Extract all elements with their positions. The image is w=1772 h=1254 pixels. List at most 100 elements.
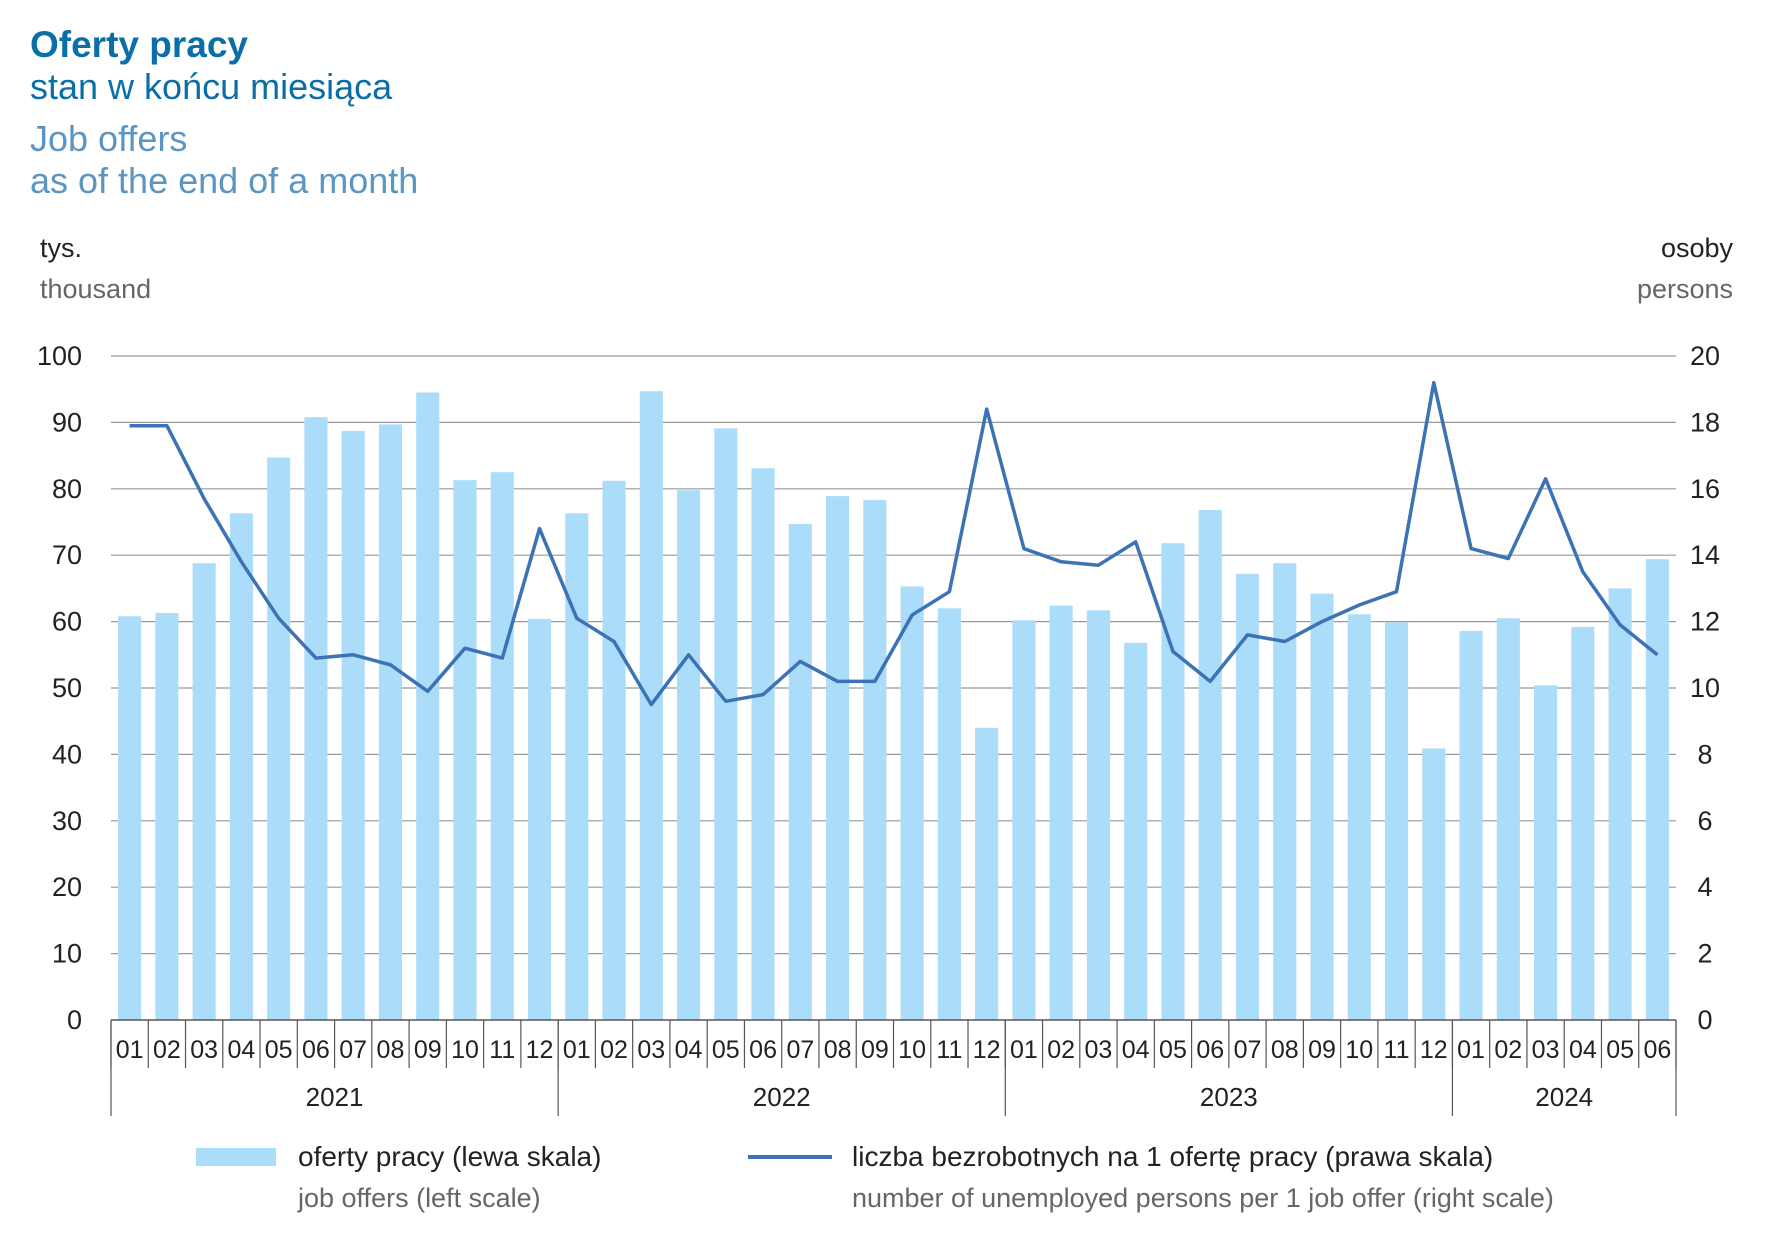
bar: [1459, 630, 1483, 1020]
month-label: 04: [675, 1036, 703, 1064]
bar: [229, 513, 253, 1020]
bar: [602, 480, 626, 1020]
bar: [192, 563, 216, 1020]
left-tick-label: 20: [52, 872, 82, 902]
right-tick-label: 0: [1697, 1005, 1712, 1035]
gridlines: [111, 355, 1676, 955]
legend-bar-label-en: job offers (left scale): [297, 1183, 541, 1213]
chart-title: Oferty pracy: [30, 24, 248, 65]
bar: [1384, 622, 1409, 1020]
year-label: 2021: [306, 1082, 364, 1112]
bar: [304, 417, 328, 1020]
left-axis-unit: tys.: [40, 233, 82, 263]
left-tick-label: 90: [52, 407, 82, 437]
legend-bar-label: oferty pracy (lewa skala): [298, 1141, 601, 1172]
year-label: 2023: [1200, 1082, 1258, 1112]
month-label: 07: [786, 1036, 814, 1064]
bar: [975, 727, 999, 1020]
month-label: 07: [1234, 1036, 1262, 1064]
bar: [1310, 593, 1334, 1020]
bar: [1273, 563, 1297, 1020]
month-label: 01: [1010, 1036, 1038, 1064]
bar: [267, 457, 291, 1020]
legend-line-label-en: number of unemployed persons per 1 job o…: [852, 1183, 1554, 1213]
right-tick-label: 4: [1697, 872, 1712, 902]
bar: [155, 612, 179, 1020]
month-label: 05: [1159, 1036, 1187, 1064]
month-label: 01: [563, 1036, 591, 1064]
month-label: 02: [153, 1036, 181, 1064]
month-label: 10: [451, 1036, 479, 1064]
month-label: 09: [414, 1036, 442, 1064]
legend: oferty pracy (lewa skala) job offers (le…: [196, 1141, 1554, 1213]
month-label: 06: [749, 1036, 777, 1064]
chart-subtitle-en: as of the end of a month: [30, 160, 419, 201]
month-label: 05: [1606, 1036, 1634, 1064]
bar: [1645, 559, 1669, 1020]
month-label: 06: [1643, 1036, 1671, 1064]
year-label: 2024: [1535, 1082, 1593, 1112]
month-label: 12: [1420, 1036, 1448, 1064]
bar: [565, 513, 589, 1020]
month-label: 06: [1196, 1036, 1224, 1064]
month-label: 09: [1308, 1036, 1336, 1064]
month-label: 03: [1532, 1036, 1560, 1064]
bar: [416, 392, 440, 1020]
month-label: 11: [489, 1036, 515, 1064]
left-tick-label: 30: [52, 806, 82, 836]
month-label: 12: [526, 1036, 554, 1064]
right-tick-label: 8: [1697, 739, 1712, 769]
bar: [378, 424, 403, 1021]
bar: [751, 468, 775, 1020]
bar: [1571, 626, 1595, 1020]
month-label: 07: [339, 1036, 367, 1064]
legend-line-label: liczba bezrobotnych na 1 ofertę pracy (p…: [852, 1141, 1493, 1172]
year-label: 2022: [753, 1082, 811, 1112]
month-label: 10: [898, 1036, 926, 1064]
bar: [1235, 573, 1260, 1020]
left-tick-label: 0: [67, 1005, 82, 1035]
month-label: 06: [302, 1036, 330, 1064]
right-tick-label: 18: [1690, 407, 1720, 437]
left-tick-label: 80: [52, 474, 82, 504]
bar: [1347, 614, 1371, 1020]
bar: [714, 428, 738, 1021]
line-series: [129, 380, 1659, 707]
month-label: 02: [1494, 1036, 1522, 1064]
right-tick-label: 20: [1690, 341, 1720, 371]
month-label: 04: [228, 1036, 256, 1064]
bar: [1012, 620, 1036, 1020]
month-label: 03: [637, 1036, 665, 1064]
bar-series: [118, 391, 1669, 1021]
month-label: 08: [1271, 1036, 1299, 1064]
month-label: 01: [1457, 1036, 1485, 1064]
bar: [490, 472, 514, 1020]
left-axis-unit-en: thousand: [40, 274, 151, 304]
month-label: 04: [1122, 1036, 1150, 1064]
month-label: 03: [190, 1036, 218, 1064]
bar: [118, 616, 142, 1020]
bar: [677, 490, 701, 1020]
right-tick-label: 14: [1690, 540, 1720, 570]
right-tick-label: 6: [1697, 806, 1712, 836]
bar: [341, 431, 365, 1021]
left-tick-label: 100: [37, 341, 82, 371]
bar: [1049, 605, 1073, 1020]
month-label: 02: [600, 1036, 628, 1064]
left-tick-label: 70: [52, 540, 82, 570]
bar: [1534, 685, 1558, 1020]
bar: [1198, 510, 1222, 1020]
bar: [788, 523, 812, 1020]
left-tick-label: 40: [52, 739, 82, 769]
bar: [453, 480, 477, 1021]
bar: [1161, 543, 1185, 1020]
right-axis-unit: osoby: [1661, 233, 1734, 263]
month-label: 11: [936, 1036, 962, 1064]
month-label: 05: [712, 1036, 740, 1064]
month-label: 02: [1047, 1036, 1075, 1064]
bar: [1422, 748, 1446, 1020]
month-label: 05: [265, 1036, 293, 1064]
month-label: 10: [1345, 1036, 1373, 1064]
